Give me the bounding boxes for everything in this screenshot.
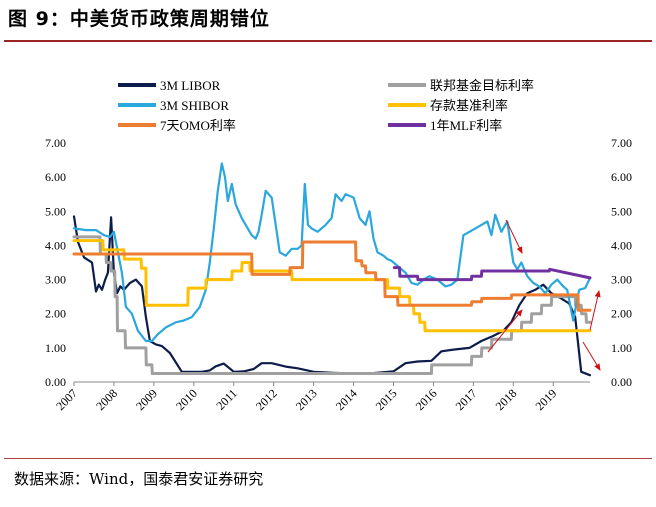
- x-tick-label: 2017: [453, 386, 480, 413]
- annotation-arrow-1: [505, 219, 523, 254]
- y-tick-label-right: 2.00: [611, 307, 632, 321]
- y-tick-label-left: 6.00: [45, 170, 66, 184]
- chart-annotations: [487, 219, 601, 371]
- x-tick-label: 2016: [413, 386, 440, 413]
- source-rule: [4, 458, 652, 459]
- x-tick-label: 2013: [293, 386, 320, 413]
- y-tick-label-right: 1.00: [611, 341, 632, 355]
- legend-label-1: 3M LIBOR: [160, 78, 221, 93]
- legend-label-3: 3M SHIBOR: [160, 98, 229, 113]
- figure-title: 图 9：中美货币政策周期错位: [8, 8, 270, 30]
- y-tick-label-right: 7.00: [611, 136, 632, 150]
- x-tick-label: 2012: [253, 386, 280, 413]
- y-tick-label-left: 0.00: [45, 375, 66, 389]
- legend-label-6: 1年MLF利率: [430, 118, 502, 133]
- y-tick-label-left: 5.00: [45, 204, 66, 218]
- y-tick-label-left: 7.00: [45, 136, 66, 150]
- series-line-3: [72, 162, 592, 343]
- title-rule: [4, 40, 652, 42]
- series-line-6: [392, 266, 592, 282]
- x-tick-label: 2019: [533, 386, 560, 413]
- y-tick-label-left: 1.00: [45, 341, 66, 355]
- line-chart: 0.00 1.00 2.00 3.00 4.00 5.00 6.00 7.00 0.00 1.00…: [45, 78, 632, 413]
- source-note: 数据来源：Wind，国泰君安证券研究: [14, 470, 264, 488]
- annotation-arrow-2: [487, 309, 523, 353]
- series-line-2: [72, 235, 592, 375]
- x-tick-label: 2015: [373, 386, 400, 413]
- y-tick-label-right: 4.00: [611, 238, 632, 252]
- y-tick-label-right: 3.00: [611, 273, 632, 287]
- legend-label-4: 存款基准利率: [430, 98, 508, 113]
- legend-label-5: 7天OMO利率: [160, 118, 236, 133]
- x-tick-label: 2008: [93, 386, 120, 413]
- annotation-arrow-4: [582, 341, 601, 371]
- y-tick-label-left: 4.00: [45, 238, 66, 252]
- y-tick-label-right: 0.00: [611, 375, 632, 389]
- y-tick-label-left: 2.00: [45, 307, 66, 321]
- y-tick-label-right: 5.00: [611, 204, 632, 218]
- y-tick-label-right: 6.00: [611, 170, 632, 184]
- series-layer: [72, 162, 592, 377]
- annotation-arrow-3: [589, 290, 601, 331]
- y-tick-label-left: 3.00: [45, 273, 66, 287]
- x-tick-label: 2007: [53, 386, 80, 413]
- x-tick-label: 2018: [493, 386, 520, 413]
- x-tick-label: 2014: [333, 386, 360, 413]
- chart-legend: 3M LIBOR 联邦基金目标利率 3M SHIBOR 存款基准利率 7天OMO利率 1年…: [118, 78, 534, 133]
- series-line-5: [72, 240, 592, 312]
- x-tick-label: 2009: [133, 386, 160, 413]
- x-tick-label: 2011: [213, 386, 240, 413]
- legend-label-2: 联邦基金目标利率: [430, 78, 534, 93]
- chart-axes: 0.00 1.00 2.00 3.00 4.00 5.00 6.00 7.00 0.00 1.00…: [45, 136, 632, 413]
- x-tick-label: 2010: [173, 386, 200, 413]
